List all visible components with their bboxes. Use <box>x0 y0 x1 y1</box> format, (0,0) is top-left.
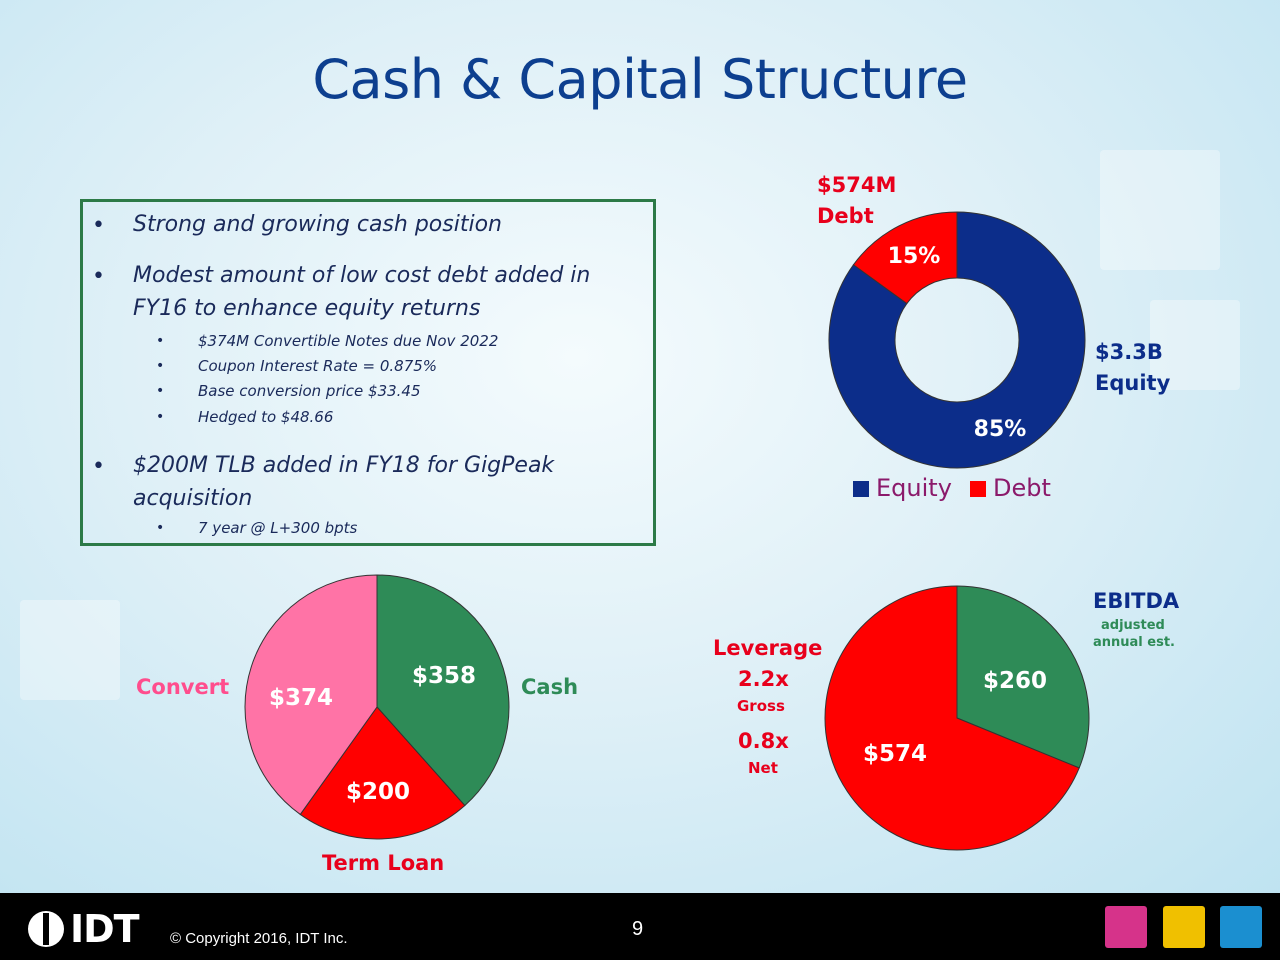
leverage-gross-label: Gross <box>737 697 785 715</box>
decorative-square <box>20 600 120 700</box>
sub-bullet: 7 year @ L+300 bpts <box>198 519 358 537</box>
slide-title: Cash & Capital Structure <box>312 48 968 111</box>
donut-equity-amount: $3.3B <box>1095 340 1163 364</box>
sub-bullet-marker: • <box>156 383 165 399</box>
donut-debt-amount: $574M <box>817 173 897 197</box>
automotive-icon <box>1105 906 1147 948</box>
pie-right-ebitda-label: EBITDA <box>1093 589 1180 613</box>
legend-label-debt: Debt <box>993 474 1051 502</box>
pie-slice-ebitda-value-label: $260 <box>983 668 1047 694</box>
decorative-square <box>1150 300 1240 390</box>
bullet-3-line-2: acquisition <box>133 486 253 511</box>
pie-right-annual-label: annual est. <box>1093 635 1175 650</box>
bullet-2-line-1: Modest amount of low cost debt added in <box>133 263 591 288</box>
leverage-title: Leverage <box>713 636 823 660</box>
sub-bullet: $374M Convertible Notes due Nov 2022 <box>198 332 499 350</box>
copyright: © Copyright 2016, IDT Inc. <box>170 930 348 947</box>
sub-bullet: Coupon Interest Rate = 0.875% <box>198 357 438 375</box>
donut-slice-equity-value-label: 85% <box>974 417 1027 442</box>
donut-equity-label: Equity <box>1095 371 1171 395</box>
decorative-square <box>1100 150 1220 270</box>
pie-right-adjusted-label: adjusted <box>1101 618 1165 633</box>
leverage-net-label: Net <box>748 759 778 777</box>
pie-slice-convert <box>244 574 378 816</box>
pie-slice-debt-value-label: $574 <box>863 741 927 767</box>
donut-slice-debt-value-label: 15% <box>888 244 941 269</box>
donut-slice-debt <box>852 211 958 305</box>
sub-bullet: Base conversion price $33.45 <box>198 382 421 400</box>
donut-slice-equity <box>828 211 1086 469</box>
legend-swatch-equity <box>853 481 869 497</box>
sub-bullet: Hedged to $48.66 <box>198 408 334 426</box>
bullet-marker: • <box>92 264 105 289</box>
pie-slice-cash-value-label: $358 <box>412 663 476 689</box>
pie-left-label-convert: Convert <box>136 675 230 699</box>
consumer-device-icon <box>1163 906 1205 948</box>
bullet-marker: • <box>92 454 105 479</box>
leverage-net-value: 0.8x <box>738 729 789 753</box>
pie-slice-ebitda <box>956 585 1090 769</box>
donut-debt-label: Debt <box>817 204 874 228</box>
donut-chart-equity-debt: 85% 15% $358 $200 $374 $260 $574 <box>244 211 1090 851</box>
bullet-2-line-2: FY16 to enhance equity returns <box>133 296 481 321</box>
idt-logo-text: IDT <box>70 907 140 951</box>
pie-slice-termloan-value-label: $200 <box>346 779 410 805</box>
bullet-3-line-1: $200M TLB added in FY18 for GigPeak <box>133 453 555 478</box>
bullet-box <box>80 199 656 546</box>
pie-slice-termloan <box>299 706 466 840</box>
footer-bar <box>0 893 1280 960</box>
sub-bullet-marker: • <box>156 333 165 349</box>
idt-logo-mark-icon <box>28 911 64 947</box>
bullet-1: Strong and growing cash position <box>133 212 502 237</box>
legend-label-equity: Equity <box>876 474 952 502</box>
pie-slice-cash <box>376 574 510 807</box>
legend-swatch-debt <box>970 481 986 497</box>
page-number: 9 <box>632 918 644 940</box>
pie-left-label-cash: Cash <box>521 675 579 699</box>
pie-left-label-termloan: Term Loan <box>322 851 445 875</box>
pie-slice-convert-value-label: $374 <box>269 685 333 711</box>
leverage-gross-value: 2.2x <box>738 667 789 691</box>
bullet-marker: • <box>92 213 105 238</box>
sub-bullet-marker: • <box>156 409 165 425</box>
pie-slice-debt <box>824 585 1080 851</box>
sub-bullet-marker: • <box>156 358 165 374</box>
cloud-network-icon <box>1220 906 1262 948</box>
sub-bullet-marker: • <box>156 520 165 536</box>
